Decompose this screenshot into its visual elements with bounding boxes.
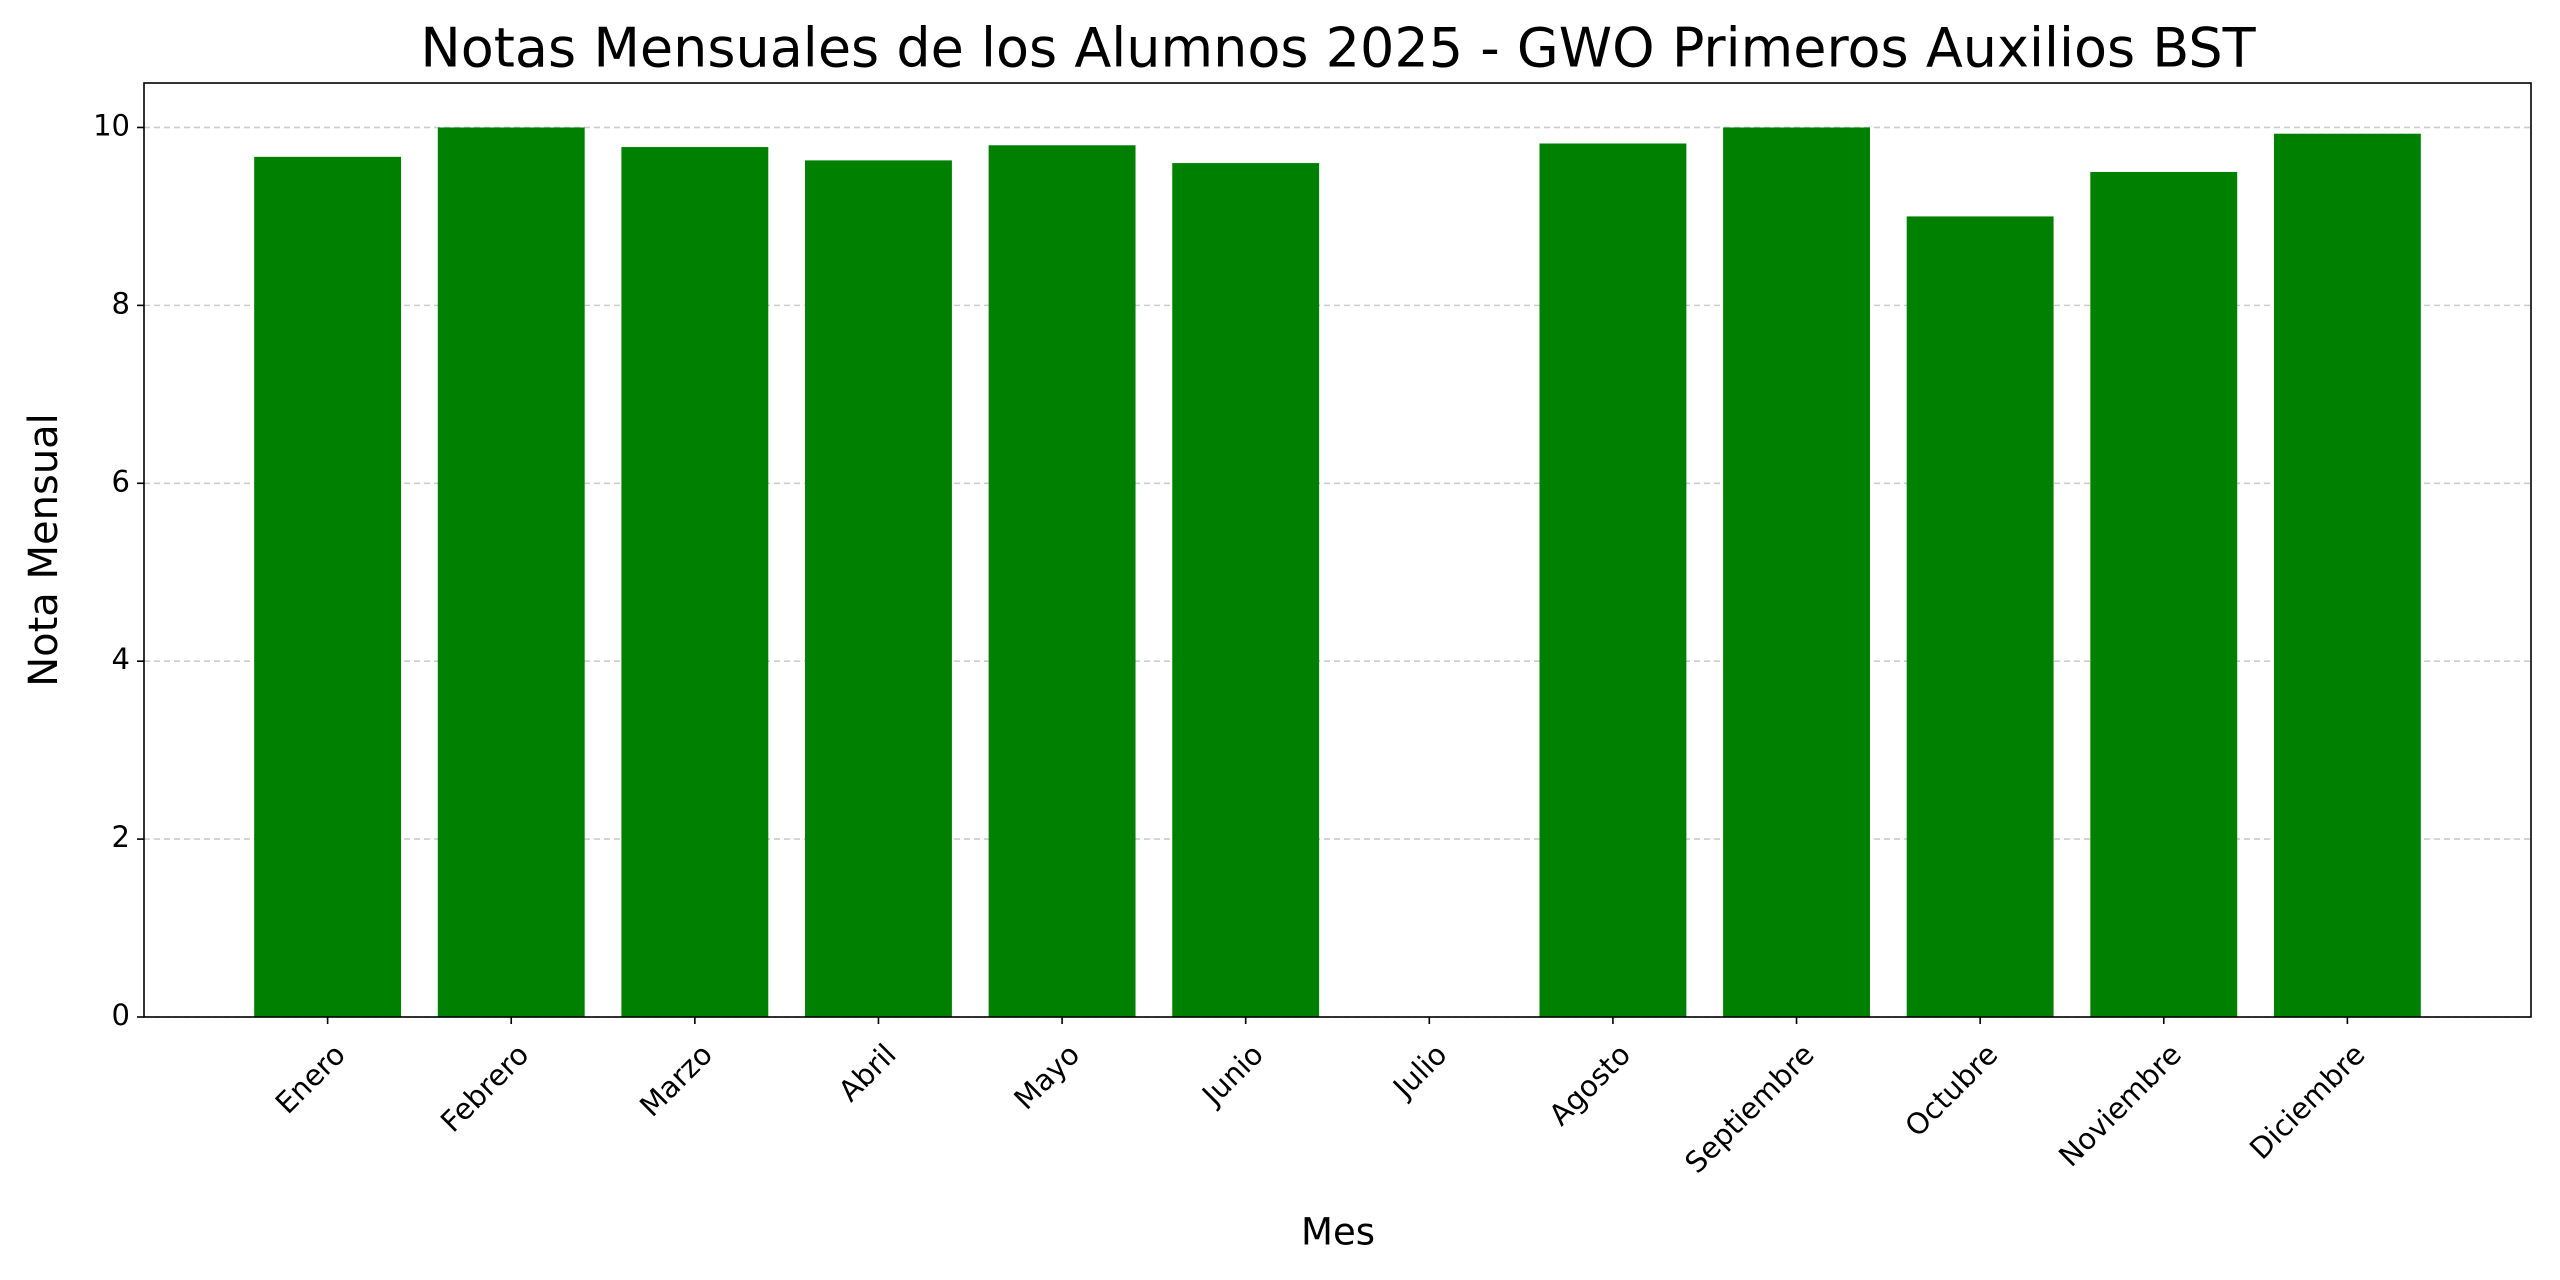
chart-title: Notas Mensuales de los Alumnos 2025 - GW…	[420, 17, 2256, 80]
plot-frame	[143, 82, 2532, 1018]
bar	[2090, 171, 2238, 1017]
y-tick-label: 8	[112, 286, 130, 320]
y-axis-label: Nota Mensual	[21, 413, 67, 687]
bar	[621, 147, 769, 1017]
bar	[805, 160, 952, 1018]
bar	[988, 145, 1136, 1017]
bar	[1723, 127, 1870, 1017]
y-tick-label: 0	[112, 998, 130, 1032]
bar	[437, 127, 585, 1017]
x-axis-label: Mes	[1301, 1211, 1375, 1254]
y-tick-label: 6	[112, 464, 130, 498]
bar	[1172, 163, 1320, 1018]
bar	[254, 156, 402, 1018]
bar	[1539, 143, 1687, 1018]
bar	[1906, 216, 2054, 1017]
y-tick-label: 2	[112, 820, 130, 854]
y-tick-label: 4	[112, 642, 130, 676]
bar	[2273, 133, 2421, 1017]
y-tick-label: 10	[93, 108, 130, 142]
